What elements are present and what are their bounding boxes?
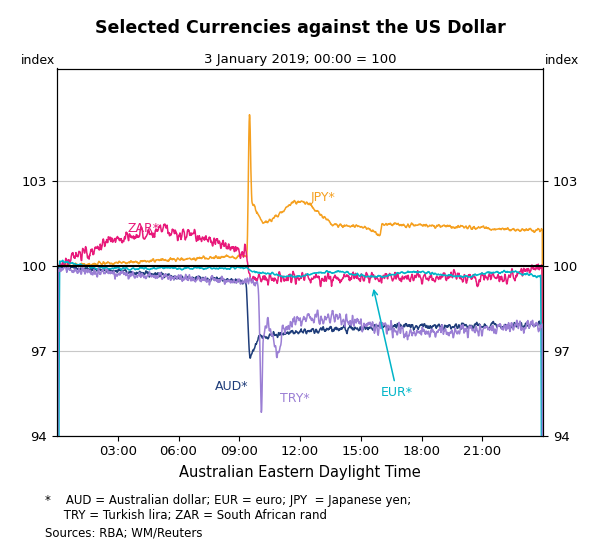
Text: index: index: [20, 54, 55, 67]
Text: *    AUD = Australian dollar; EUR = euro; JPY  = Japanese yen;
     TRY = Turkis: * AUD = Australian dollar; EUR = euro; J…: [45, 494, 411, 522]
Text: AUD*: AUD*: [215, 380, 248, 393]
Text: ZAR*: ZAR*: [128, 222, 160, 235]
Text: JPY*: JPY*: [310, 191, 335, 204]
Text: Selected Currencies against the US Dollar: Selected Currencies against the US Dolla…: [95, 19, 505, 37]
Title: 3 January 2019; 00:00 = 100: 3 January 2019; 00:00 = 100: [204, 53, 396, 66]
Text: index: index: [545, 54, 580, 67]
X-axis label: Australian Eastern Daylight Time: Australian Eastern Daylight Time: [179, 465, 421, 481]
Text: EUR*: EUR*: [373, 290, 413, 399]
Text: TRY*: TRY*: [280, 392, 310, 405]
Text: Sources: RBA; WM/Reuters: Sources: RBA; WM/Reuters: [45, 526, 203, 539]
